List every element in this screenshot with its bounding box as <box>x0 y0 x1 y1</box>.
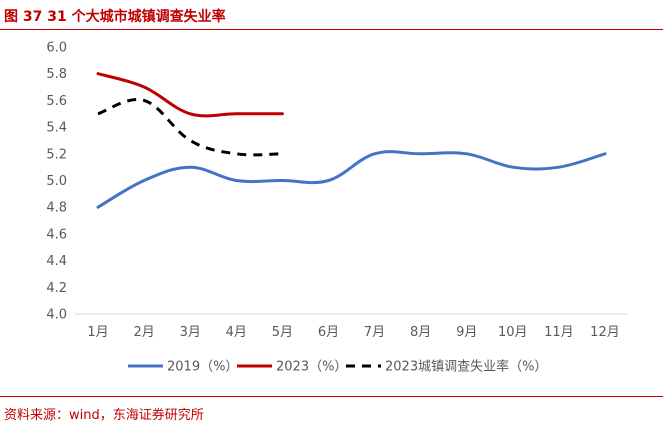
x-tick-label: 6月 <box>318 325 339 340</box>
source-note: 资料来源：wind，东海证券研究所 <box>4 408 204 423</box>
line-chart: 6.0 5.8 5.6 5.4 5.2 5.0 4.8 4.6 4.4 4.2 4.0 1月 2月 3月 4… <box>46 41 628 375</box>
y-tick-label: 4.8 <box>46 201 67 216</box>
series-line-3 <box>97 98 283 157</box>
x-tick-label: 9月 <box>456 325 477 340</box>
y-tick-label: 4.6 <box>46 227 67 242</box>
legend-label: 2019（%） <box>167 360 238 375</box>
x-tick-label: 4月 <box>226 325 247 340</box>
source-divider <box>0 396 663 397</box>
title-bar: 图 37 31 个大城市城镇调查失业率 <box>0 0 663 30</box>
legend-label: 2023（%） <box>276 360 347 375</box>
x-tick-label: 1月 <box>87 325 108 340</box>
y-tick-label: 4.2 <box>46 281 67 296</box>
y-tick-label: 5.4 <box>46 121 67 136</box>
x-tick-label: 2月 <box>133 325 154 340</box>
legend-label: 2023城镇调查失业率（%） <box>385 359 547 375</box>
y-tick-label: 4.4 <box>46 254 67 269</box>
y-tick-label: 5.0 <box>46 174 67 189</box>
chart-title: 图 37 31 个大城市城镇调查失业率 <box>4 9 226 25</box>
y-tick-label: 5.6 <box>46 94 67 109</box>
x-tick-label: 3月 <box>180 325 201 340</box>
x-tick-label: 5月 <box>272 325 293 340</box>
y-tick-label: 5.8 <box>46 67 67 82</box>
x-tick-label: 10月 <box>498 325 528 340</box>
x-tick-label: 8月 <box>410 325 431 340</box>
y-tick-label: 4.0 <box>46 308 67 323</box>
x-tick-label: 7月 <box>364 325 385 340</box>
y-tick-label: 5.2 <box>46 147 67 162</box>
x-tick-label: 11月 <box>544 325 574 340</box>
series-line-2 <box>96 72 284 118</box>
x-tick-label: 12月 <box>590 325 620 340</box>
y-tick-label: 6.0 <box>46 41 67 56</box>
series-line-1 <box>96 150 607 209</box>
